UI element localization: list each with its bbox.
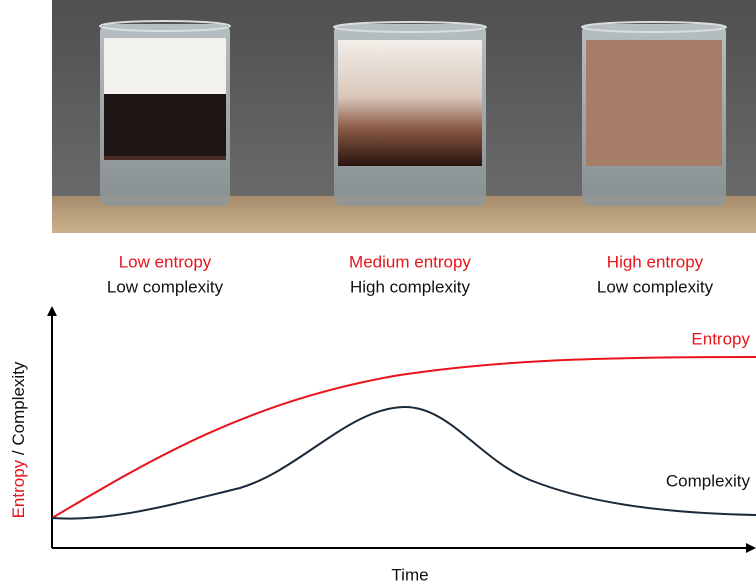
entropy-label: Medium entropy	[349, 252, 471, 271]
entropy-label: High entropy	[607, 252, 704, 271]
y-axis-label: Entropy / Complexity	[9, 361, 28, 518]
chart: Entropy Complexity Time Entropy / Comple…	[9, 306, 756, 584]
y-label-complexity: / Complexity	[9, 361, 28, 460]
x-arrow	[746, 543, 756, 553]
complexity-label: Low complexity	[107, 277, 224, 296]
complexity-label: High complexity	[350, 277, 470, 296]
glass-labels: Low entropy Low complexity Medium entrop…	[107, 252, 714, 296]
complexity-curve-label: Complexity	[666, 471, 751, 490]
glass-medium	[333, 21, 487, 206]
y-arrow	[47, 306, 57, 316]
x-axis-label: Time	[391, 565, 428, 584]
glass-high	[581, 21, 727, 206]
entropy-label: Low entropy	[119, 252, 212, 271]
complexity-label: Low complexity	[597, 277, 714, 296]
complexity-curve	[51, 405, 756, 520]
glass-low	[99, 20, 231, 206]
y-label-entropy: Entropy	[9, 459, 28, 518]
entropy-curve	[51, 356, 756, 519]
photo	[52, 0, 756, 233]
entropy-curve-label: Entropy	[691, 329, 750, 348]
